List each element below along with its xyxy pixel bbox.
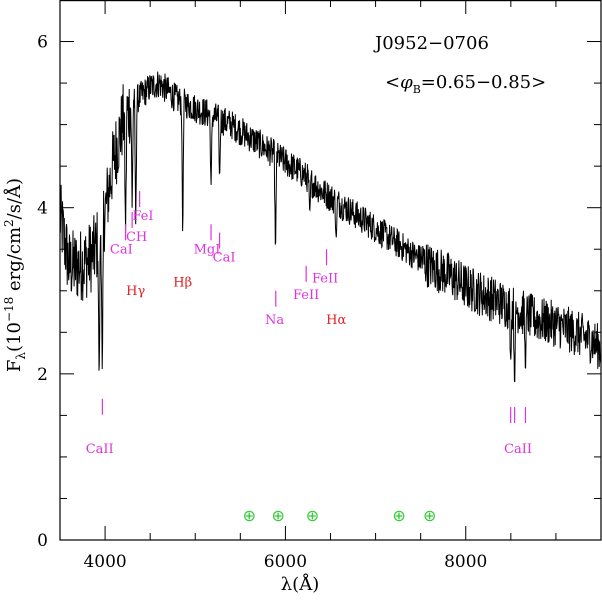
line-id-label: FeI [132,209,153,224]
telluric-marker: ⊕ [392,506,405,525]
axis-tick-labels: 4000 6000 8000 0 2 4 6 [37,33,487,572]
phase-range: <φB=0.65−0.85> [385,72,546,96]
phase-phi: φ [400,72,413,93]
phase-value: =0.65−0.85> [421,72,546,93]
x-axis-label: λ(Å) [281,573,319,595]
y-label-sub: λ [14,352,28,360]
line-id-label: MgI [194,242,221,257]
y-label-start: F [4,360,25,373]
x-tick-label: 4000 [83,552,126,572]
y-label-units-exp: 2 [2,219,16,227]
telluric-marker: ⊕ [272,506,285,525]
telluric-marker: ⊕ [423,506,436,525]
spectrum-series [59,71,602,383]
line-id-label: Na [265,313,284,328]
telluric-marker: ⊕ [306,506,319,525]
telluric-marker: ⊕ [243,506,256,525]
y-tick-label: 0 [37,531,48,551]
line-id-label: CaII [86,442,114,457]
balmer-labels: Hγ Hβ Hα [126,276,346,328]
x-tick-label: 6000 [264,552,307,572]
balmer-label: Hγ [126,284,145,299]
phase-prefix: < [385,72,400,93]
balmer-label: Hβ [173,276,192,291]
y-axis-label: Fλ(10−18 erg/cm2/s/Å) [2,178,28,372]
phase-sub: B [413,83,421,96]
line-id-label: CH [126,230,147,245]
y-tick-label: 6 [37,33,48,53]
x-tick-label: 8000 [444,552,487,572]
y-label-paren: (10 [4,322,25,352]
line-id-label: FeII [293,288,319,303]
y-label-units: erg/cm [4,227,25,297]
balmer-label: Hα [326,313,346,328]
object-name: J0952−0706 [373,33,489,54]
telluric-markers: ⊕ ⊕ ⊕ ⊕ ⊕ [243,506,437,525]
y-label-units-end: /s/Å) [3,178,25,219]
line-id-label: CaI [110,242,133,257]
line-id-label: CaII [504,442,532,457]
y-tick-label: 2 [37,365,48,385]
spectrum-line [59,71,602,383]
y-label-exp: −18 [2,297,16,322]
line-id-label: FeII [312,271,338,286]
y-tick-label: 4 [37,199,48,219]
line-id-label: CaI [213,251,236,266]
